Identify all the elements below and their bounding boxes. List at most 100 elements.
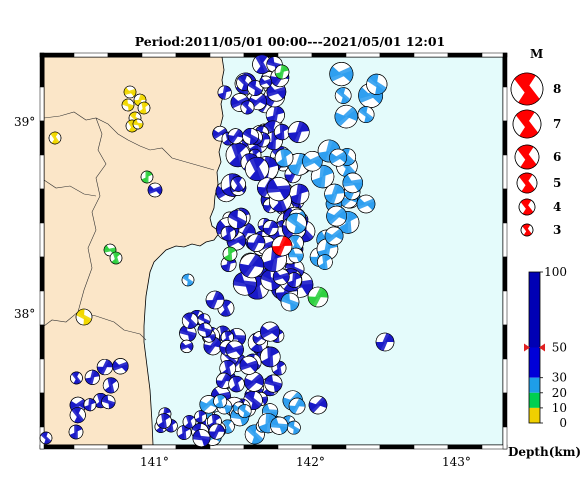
depth-scale-tick-label: 0 (559, 416, 567, 430)
focal-mechanism (324, 226, 344, 246)
focal-mechanism (182, 415, 197, 429)
border-segment (379, 52, 415, 58)
depth-scale-tick-label: 20 (552, 386, 567, 400)
focal-mechanism-shallow (48, 131, 62, 145)
border-segment (502, 426, 508, 450)
focal-mechanism (70, 371, 83, 385)
border-segment (502, 52, 508, 88)
border-segment (175, 52, 211, 58)
focal-mechanism (286, 420, 301, 435)
depth-scale-band (529, 407, 540, 423)
depth-scale-tick-label: 10 (552, 401, 567, 415)
focal-mechanism (197, 322, 213, 338)
border-segment (502, 358, 508, 394)
focal-mechanism (266, 177, 291, 202)
border-segment (141, 444, 177, 450)
focal-mechanism-shallow (132, 118, 144, 130)
focal-mechanism (84, 369, 100, 385)
depth-scale-band (529, 377, 540, 393)
focal-mechanism (280, 292, 300, 312)
magnitude-legend-symbol (512, 109, 542, 139)
border-segment (107, 52, 143, 58)
focal-mechanism (101, 394, 116, 410)
focal-mechanism (217, 299, 235, 317)
border-segment (243, 444, 279, 450)
lon-tick-label: 141° (140, 455, 169, 469)
focal-mechanism (239, 253, 265, 279)
depth-marker-right (539, 343, 545, 352)
focal-mechanism (240, 100, 255, 115)
focal-mechanism-shallow (137, 101, 151, 115)
focal-mechanism (156, 413, 172, 429)
magnitude-legend-symbol (518, 198, 536, 216)
map-title: Period:2011/05/01 00:00---2021/05/01 12:… (134, 34, 446, 49)
focal-mechanism (181, 312, 199, 329)
magnitude-legend-symbol (514, 144, 540, 170)
border-segment (209, 52, 245, 58)
border-segment (39, 52, 75, 58)
focal-mechanism (326, 205, 347, 227)
lon-tick-label: 143° (442, 455, 471, 469)
focal-mechanism (264, 374, 283, 393)
focal-mechanism (208, 423, 225, 440)
focal-mechanism (260, 321, 280, 342)
focal-mechanism (262, 220, 279, 236)
focal-mechanism (302, 151, 323, 172)
focal-mechanism (245, 156, 270, 182)
focal-mechanism (310, 164, 335, 189)
focal-mechanism (205, 290, 225, 310)
focal-mechanism (334, 87, 352, 104)
focal-mechanism (96, 358, 113, 376)
border-segment (39, 256, 45, 292)
focal-mechanism (285, 212, 307, 235)
focal-mechanism (272, 268, 290, 286)
focal-mechanism-green (140, 170, 154, 184)
focal-mechanism (266, 81, 287, 102)
border-segment (345, 52, 381, 58)
land-area (43, 56, 225, 446)
border-segment (502, 86, 508, 122)
border-segment (39, 444, 75, 450)
map-border (39, 52, 508, 450)
prefecture-boundary (43, 117, 107, 327)
depth-scale-label: Depth(km) (508, 445, 580, 459)
magnitude-legend-label: 6 (553, 150, 561, 164)
focal-mechanism (227, 128, 244, 145)
border-segment (277, 444, 313, 450)
border-segment (141, 52, 177, 58)
focal-mechanism (227, 209, 248, 229)
border-segment (502, 154, 508, 190)
border-segment (502, 188, 508, 224)
focal-mechanism (220, 225, 237, 242)
border-segment (107, 444, 143, 450)
focal-mechanism (194, 410, 207, 423)
border-segment (39, 86, 45, 122)
focal-mechanism (225, 340, 244, 359)
border-segment (379, 444, 415, 450)
depth-scale-band (529, 272, 540, 348)
lat-tick-label: 38° (14, 307, 35, 321)
magnitude-legend-symbol (520, 223, 534, 237)
border-segment (39, 188, 45, 224)
focal-mechanism-layer (39, 54, 395, 448)
focal-mechanism (342, 172, 364, 194)
focal-mechanism (274, 148, 294, 168)
focal-mechanism-green (274, 64, 290, 80)
focal-mechanism (102, 377, 119, 394)
focal-mechanism (237, 404, 252, 418)
prefecture-boundary (43, 179, 97, 197)
magnitude-legend-symbol (516, 172, 538, 194)
focal-mechanism (217, 85, 232, 100)
border-segment (502, 256, 508, 292)
border-segment (39, 222, 45, 258)
magnitude-legend-label: 7 (553, 117, 561, 131)
prefecture-boundary (77, 311, 147, 341)
focal-mechanism-shallow (75, 308, 93, 326)
focal-mechanism (288, 247, 304, 264)
border-segment (447, 444, 483, 450)
magnitude-legend-label: 3 (553, 223, 561, 237)
focal-mechanism-highlight (271, 235, 293, 257)
focal-mechanism (317, 254, 333, 270)
border-segment (39, 154, 45, 190)
